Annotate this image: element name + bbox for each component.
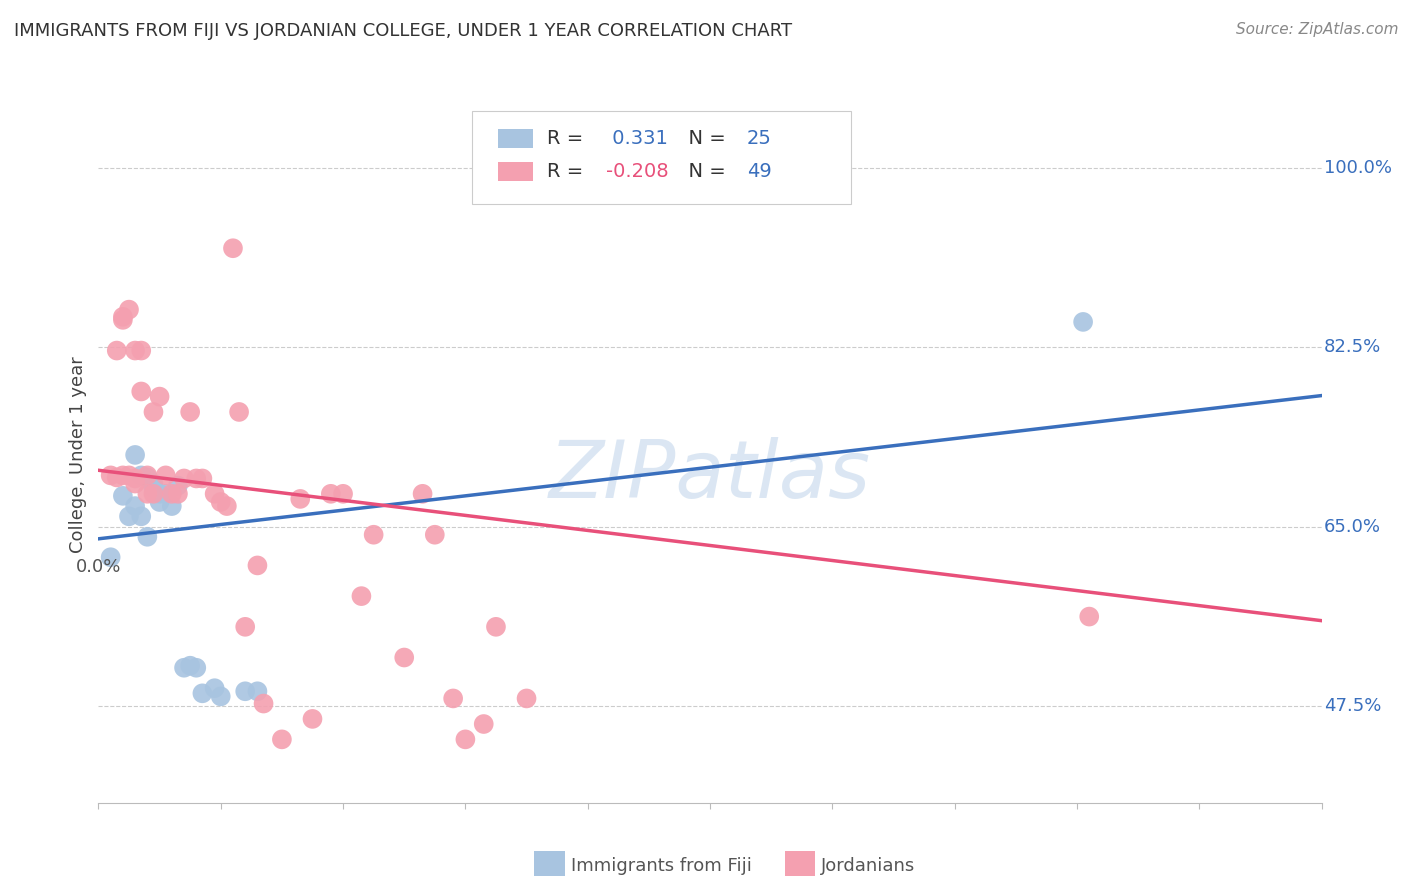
Point bbox=[124, 448, 146, 462]
Point bbox=[179, 658, 201, 673]
Point bbox=[173, 471, 195, 485]
Point bbox=[246, 684, 269, 698]
Text: 47.5%: 47.5% bbox=[1324, 697, 1382, 714]
Point bbox=[412, 487, 434, 501]
Point bbox=[136, 487, 159, 501]
Point bbox=[252, 697, 274, 711]
Point bbox=[136, 470, 159, 484]
Text: Jordanians: Jordanians bbox=[821, 857, 915, 875]
Point bbox=[155, 468, 177, 483]
Point bbox=[129, 343, 152, 358]
Point bbox=[111, 313, 134, 327]
Point bbox=[179, 405, 201, 419]
Point bbox=[454, 732, 477, 747]
Point bbox=[222, 241, 245, 255]
Y-axis label: College, Under 1 year: College, Under 1 year bbox=[69, 357, 87, 553]
Text: Source: ZipAtlas.com: Source: ZipAtlas.com bbox=[1236, 22, 1399, 37]
Point bbox=[186, 661, 208, 675]
Point bbox=[142, 405, 165, 419]
Text: R =: R = bbox=[547, 162, 591, 181]
Point bbox=[100, 550, 122, 565]
Point bbox=[124, 343, 146, 358]
Point bbox=[209, 690, 232, 704]
Point bbox=[149, 390, 172, 404]
Point bbox=[118, 302, 141, 317]
Point bbox=[129, 468, 152, 483]
Point bbox=[392, 650, 416, 665]
Text: Immigrants from Fiji: Immigrants from Fiji bbox=[571, 857, 752, 875]
Point bbox=[485, 620, 508, 634]
Point bbox=[100, 468, 122, 483]
Point bbox=[215, 499, 238, 513]
Point bbox=[149, 495, 172, 509]
Point bbox=[301, 712, 323, 726]
Point bbox=[204, 681, 226, 696]
Point bbox=[516, 691, 538, 706]
Point bbox=[129, 509, 152, 524]
Point bbox=[160, 499, 183, 513]
Point bbox=[105, 470, 128, 484]
Point bbox=[105, 343, 128, 358]
Point bbox=[142, 487, 165, 501]
Text: 0.0%: 0.0% bbox=[76, 558, 121, 576]
FancyBboxPatch shape bbox=[498, 128, 533, 148]
Text: -0.208: -0.208 bbox=[606, 162, 669, 181]
Text: 65.0%: 65.0% bbox=[1324, 517, 1381, 535]
Text: N =: N = bbox=[676, 162, 731, 181]
Point bbox=[186, 471, 208, 485]
Point bbox=[129, 384, 152, 399]
Point bbox=[111, 468, 134, 483]
Point bbox=[124, 476, 146, 491]
Point bbox=[191, 471, 214, 485]
Point bbox=[124, 471, 146, 485]
Point bbox=[233, 620, 256, 634]
Text: N =: N = bbox=[676, 128, 731, 148]
FancyBboxPatch shape bbox=[498, 162, 533, 181]
Point bbox=[136, 530, 159, 544]
Point bbox=[1071, 315, 1094, 329]
Point bbox=[319, 487, 342, 501]
Point bbox=[233, 684, 256, 698]
Point bbox=[290, 491, 312, 506]
Point bbox=[270, 732, 292, 747]
Point bbox=[191, 686, 214, 700]
Point bbox=[204, 487, 226, 501]
Text: 49: 49 bbox=[747, 162, 772, 181]
Point bbox=[209, 495, 232, 509]
Point bbox=[142, 476, 165, 491]
Text: 100.0%: 100.0% bbox=[1324, 160, 1392, 178]
Point bbox=[124, 499, 146, 513]
Point bbox=[1078, 609, 1101, 624]
Text: IMMIGRANTS FROM FIJI VS JORDANIAN COLLEGE, UNDER 1 YEAR CORRELATION CHART: IMMIGRANTS FROM FIJI VS JORDANIAN COLLEG… bbox=[14, 22, 792, 40]
Point bbox=[228, 405, 250, 419]
Text: ZIPatlas: ZIPatlas bbox=[548, 437, 872, 515]
Point bbox=[173, 661, 195, 675]
Point bbox=[142, 481, 165, 495]
Point bbox=[111, 489, 134, 503]
Point bbox=[118, 509, 141, 524]
Point bbox=[118, 468, 141, 483]
FancyBboxPatch shape bbox=[471, 111, 851, 204]
Point bbox=[149, 487, 172, 501]
Point bbox=[111, 310, 134, 324]
Text: 82.5%: 82.5% bbox=[1324, 338, 1381, 357]
Text: R =: R = bbox=[547, 128, 591, 148]
Point bbox=[246, 558, 269, 573]
Point bbox=[332, 487, 354, 501]
Point bbox=[350, 589, 373, 603]
Point bbox=[155, 487, 177, 501]
Point bbox=[363, 527, 385, 541]
Point bbox=[423, 527, 446, 541]
Point bbox=[160, 487, 183, 501]
Text: 25: 25 bbox=[747, 128, 772, 148]
Point bbox=[167, 487, 190, 501]
Point bbox=[136, 468, 159, 483]
Text: 0.331: 0.331 bbox=[606, 128, 668, 148]
Point bbox=[441, 691, 464, 706]
Point bbox=[167, 478, 190, 492]
Point bbox=[472, 717, 495, 731]
